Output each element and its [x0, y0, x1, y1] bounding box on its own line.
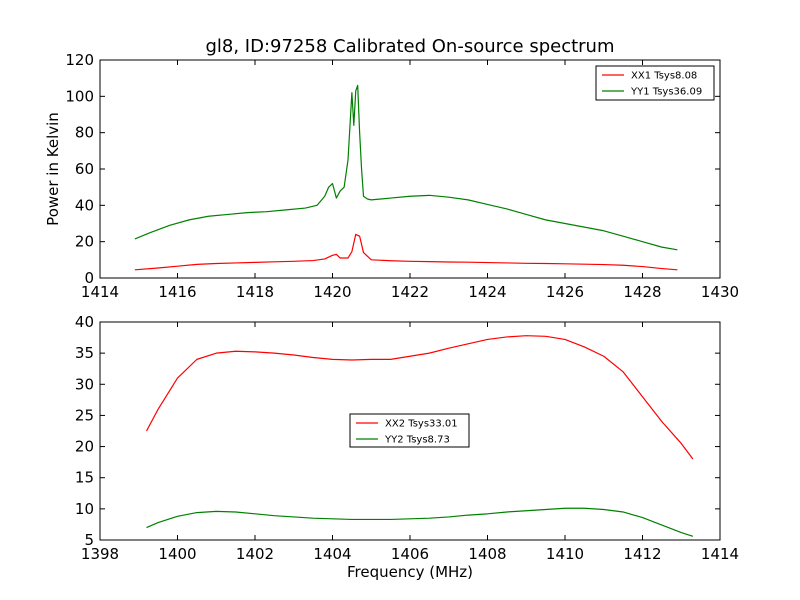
x-tick-label: 1398	[81, 545, 119, 563]
x-tick-label: 1400	[158, 545, 196, 563]
subplot-1: 1414 1416 1418 1420 1422 1424 1426 1428 1430 0 20 4…	[44, 36, 739, 301]
x-tick-label: 1428	[623, 283, 661, 301]
legend-label: XX2 Tsys33.01	[385, 419, 458, 430]
y-tick-label: 80	[75, 124, 94, 142]
y-tick-label: 100	[65, 87, 94, 105]
legend: XX2 Tsys33.01 YY2 Tsys8.73	[349, 413, 470, 448]
y-axis-label: Power in Kelvin	[44, 112, 62, 226]
y-tick-label: 30	[75, 375, 94, 393]
x-tick-label: 1424	[468, 283, 506, 301]
x-tick-label: 1414	[81, 283, 119, 301]
legend-label: YY2 Tsys8.73	[384, 435, 450, 446]
x-tick-label: 1404	[313, 545, 351, 563]
x-tick-label: 1412	[623, 545, 661, 563]
x-tick-label: 1430	[701, 283, 739, 301]
axes-frame	[99, 59, 721, 279]
y-tick-label: 25	[75, 406, 94, 424]
x-axis-label: Frequency (MHz)	[347, 563, 473, 581]
x-tick-label: 1402	[236, 545, 274, 563]
chart-title: gl8, ID:97258 Calibrated On-source spect…	[205, 36, 614, 57]
y-tick-label: 40	[75, 313, 94, 331]
x-tick-label: 1406	[391, 545, 429, 563]
y-tick-label: 60	[75, 160, 94, 178]
legend-box	[595, 65, 715, 101]
subplot-2: 1398 1400 1402 1404 1406 1408 1410 1412 1414 5 10 1…	[75, 313, 739, 581]
plots-group: 1414 1416 1418 1420 1422 1424 1426 1428 1430 0 20 4…	[44, 36, 739, 581]
x-tick-label: 1408	[468, 545, 506, 563]
x-tick-label: 1410	[546, 545, 584, 563]
x-tick-label: 1426	[546, 283, 584, 301]
x-tick-label: 1414	[701, 545, 739, 563]
legend-label: XX1 Tsys8.08	[631, 71, 697, 82]
y-tick-label: 35	[75, 344, 94, 362]
y-tick-label: 10	[75, 500, 94, 518]
series-line-2-1	[145, 335, 694, 460]
axes-frame	[99, 321, 721, 541]
y-tick-label: 0	[84, 269, 94, 287]
legend-label: YY1 Tsys36.09	[630, 87, 702, 98]
x-tick-label: 1420	[313, 283, 351, 301]
y-tick-label: 20	[75, 233, 94, 251]
x-tick-label: 1418	[236, 283, 274, 301]
series-line-2-2	[146, 507, 694, 537]
y-tick-label: 20	[75, 438, 94, 456]
series-line-1-1	[134, 233, 678, 271]
y-tick-label: 120	[65, 51, 94, 69]
legend: XX1 Tsys8.08 YY1 Tsys36.09	[595, 65, 715, 101]
y-tick-label: 5	[84, 531, 94, 549]
y-tick-label: 40	[75, 196, 94, 214]
x-tick-label: 1416	[158, 283, 196, 301]
y-tick-label: 15	[75, 469, 94, 487]
legend-box	[349, 413, 470, 448]
series-line-1-2	[134, 84, 678, 251]
x-tick-label: 1422	[391, 283, 429, 301]
